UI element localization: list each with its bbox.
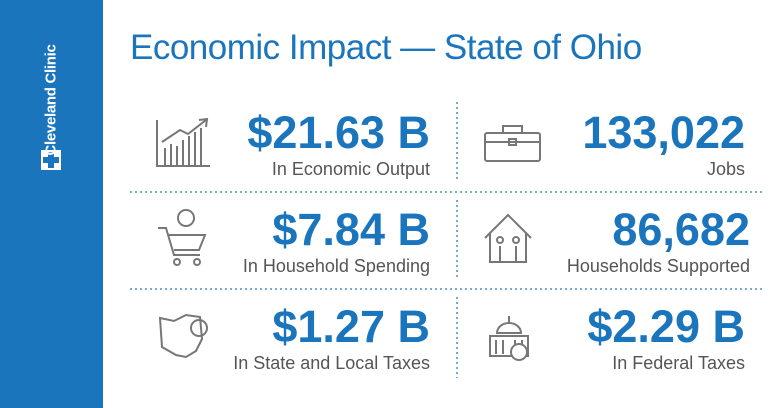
stat: 133,022 Jobs (445, 110, 745, 180)
sidebar (0, 0, 103, 408)
stat: $7.84 B In Household Spending (130, 207, 430, 277)
stat-value: $21.63 B (247, 107, 430, 158)
stat-value: $1.27 B (272, 301, 430, 352)
dividers (130, 102, 765, 378)
stat: $21.63 B In Economic Output (130, 110, 430, 180)
stat: $1.27 B In State and Local Taxes (130, 304, 430, 374)
stat-label: In Economic Output (271, 159, 430, 179)
icons (156, 117, 541, 361)
stat-value: 86,682 (612, 204, 750, 255)
capitol-icon (489, 316, 529, 361)
logo (41, 150, 61, 170)
briefcase-icon (484, 125, 541, 162)
stat-label: In State and Local Taxes (233, 353, 430, 373)
stat-label: Households Supported (566, 256, 750, 276)
stat-value: $7.84 B (272, 204, 430, 255)
brand: Cleveland Clinic (42, 44, 60, 156)
stat-label: In Federal Taxes (612, 353, 745, 373)
ohio-icon (158, 313, 208, 359)
title: Economic Impact — State of Ohio (130, 28, 642, 67)
stat-value: 133,022 (582, 107, 745, 158)
stat-value: $2.29 B (587, 301, 745, 352)
stat-label: Jobs (706, 159, 745, 179)
chart-icon (156, 117, 210, 167)
stat: $2.29 B In Federal Taxes (445, 304, 745, 374)
cart-icon (158, 209, 207, 266)
house-icon (484, 213, 532, 263)
stat-label: In Household Spending (242, 256, 430, 276)
stat: 86,682 Households Supported (450, 207, 750, 277)
